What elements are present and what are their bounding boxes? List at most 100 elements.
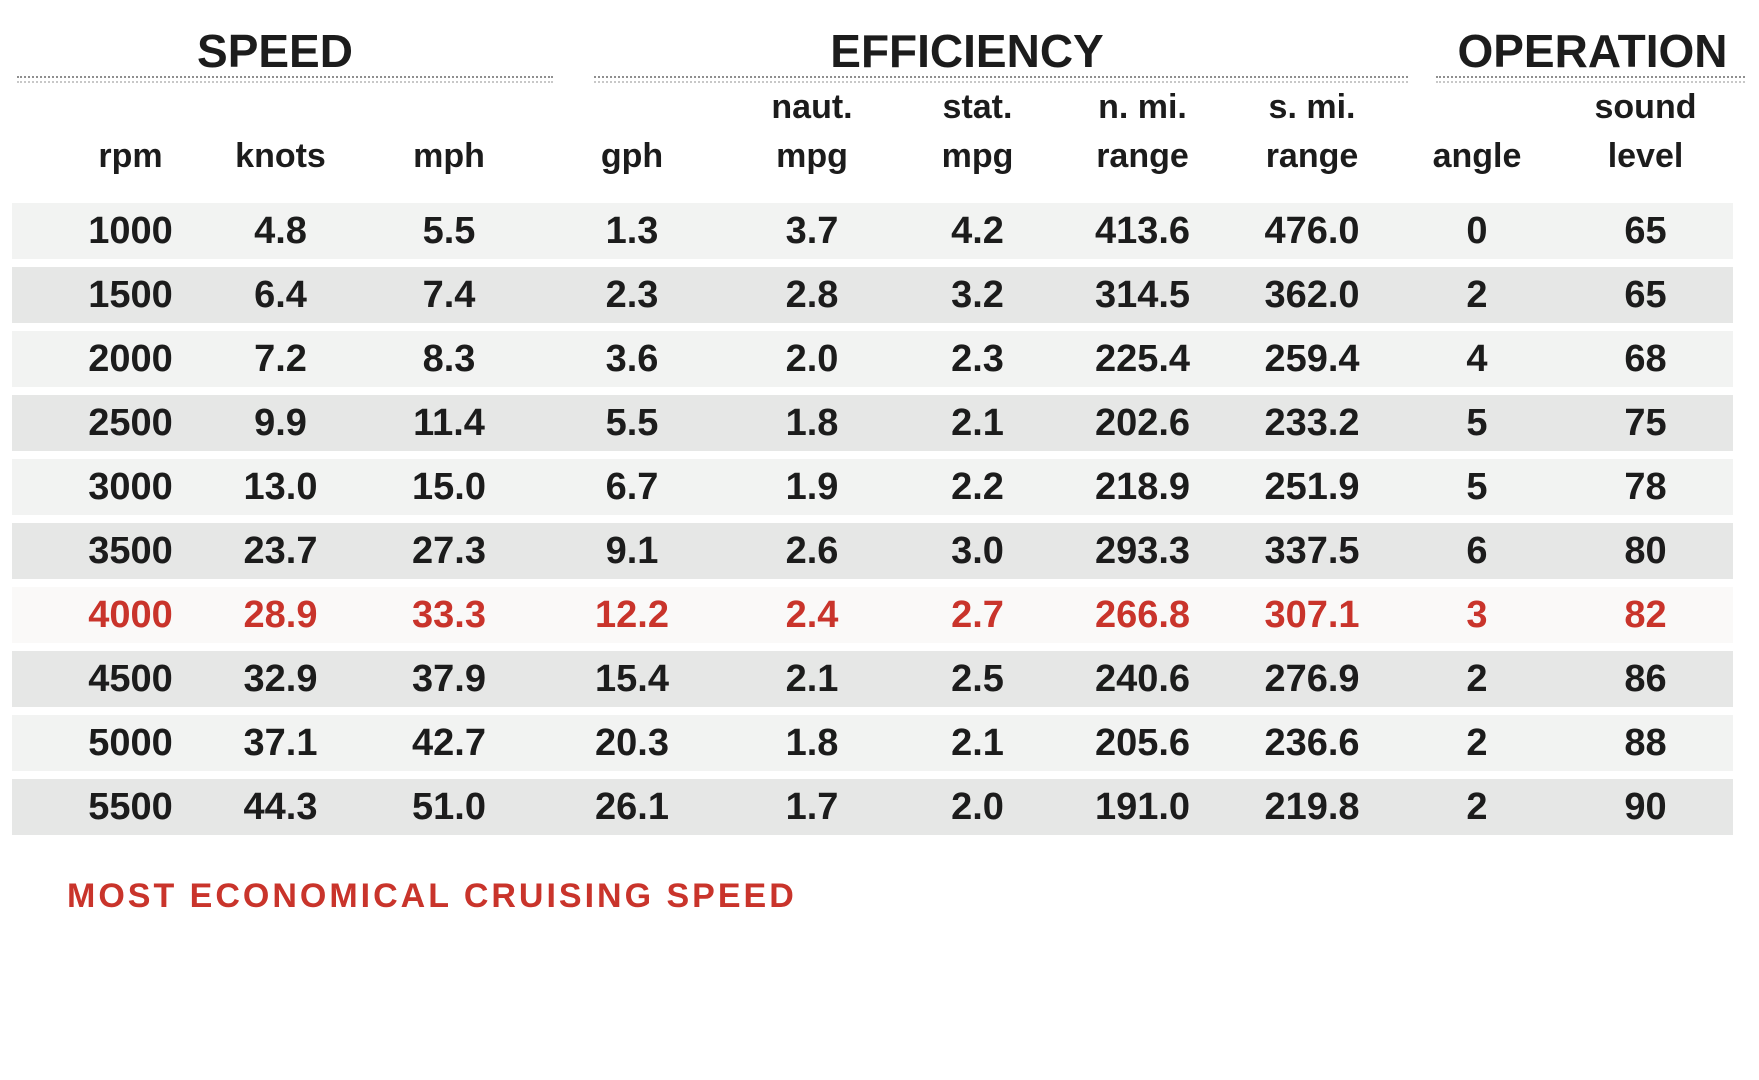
footnote-most-economical: MOST ECONOMICAL CRUISING SPEED (67, 877, 797, 915)
table-cell: 3.6 (605, 338, 659, 380)
table-cell: 75 (1624, 402, 1667, 444)
table-cell: 1000 (88, 210, 173, 252)
table-cell: 5.5 (422, 210, 476, 252)
column-header-stat: stat. (942, 88, 1013, 126)
table-cell: 42.7 (412, 722, 486, 764)
table-cell: 413.6 (1094, 210, 1191, 252)
table-cell: 1500 (88, 274, 173, 316)
table-cell: 293.3 (1094, 530, 1191, 572)
table-cell: 307.1 (1264, 594, 1360, 636)
section-efficiency: EFFICIENCY (538, 25, 1408, 85)
column-header-naut: naut. (771, 88, 853, 126)
table-cell: 2 (1466, 722, 1488, 764)
table-cell: 82 (1624, 594, 1667, 636)
section-title-efficiency: EFFICIENCY (830, 25, 1104, 77)
table-cell: 2.0 (951, 786, 1004, 828)
column-header-naut-mpg: mpg (776, 137, 848, 175)
table-cell: 1.3 (605, 210, 659, 252)
table-cell: 266.8 (1094, 594, 1191, 636)
table-cell: 90 (1624, 786, 1667, 828)
column-header-n-mi: n. mi. (1098, 88, 1187, 126)
table-row: 5000 37.1 42.7 20.3 1.8 2.1 205.6 236.6 … (12, 715, 1733, 771)
column-header-mph: mph (413, 137, 485, 175)
table-cell: 7.4 (422, 274, 476, 316)
table-cell: 2 (1466, 658, 1488, 700)
table-cell: 23.7 (243, 530, 318, 572)
table-cell: 37.9 (412, 658, 486, 700)
table-cell: 205.6 (1094, 722, 1191, 764)
table-cell: 4500 (88, 658, 173, 700)
table-cell: 2 (1466, 274, 1488, 316)
table-cell: 8.3 (422, 338, 476, 380)
section-operation: OPERATION (1396, 25, 1745, 85)
table-row: 2000 7.2 8.3 3.6 2.0 2.3 225.4 259.4 4 6… (12, 331, 1733, 387)
table-cell: 1.8 (785, 722, 839, 764)
table-row: 2500 9.9 11.4 5.5 1.8 2.1 202.6 233.2 5 … (12, 395, 1733, 451)
table-row-highlighted: 4000 28.9 33.3 12.2 2.4 2.7 266.8 307.1 … (12, 587, 1733, 643)
table-cell: 218.9 (1094, 466, 1191, 508)
table-cell: 4 (1466, 338, 1488, 380)
table-cell: 5.5 (605, 402, 659, 444)
table-cell: 2.1 (951, 402, 1004, 444)
table-cell: 3000 (88, 466, 173, 508)
table-cell: 2.3 (605, 274, 659, 316)
table-cell: 2.6 (785, 530, 839, 572)
table-cell: 4000 (88, 594, 173, 636)
section-title-operation: OPERATION (1457, 25, 1728, 77)
table-cell: 65 (1624, 274, 1667, 316)
table-cell: 6.4 (254, 274, 307, 316)
table-cell: 476.0 (1264, 210, 1360, 252)
table-cell: 3.0 (951, 530, 1004, 572)
table-cell: 1.7 (785, 786, 839, 828)
column-header-knots: knots (235, 137, 326, 175)
table-cell: 2.5 (951, 658, 1004, 700)
table-cell: 78 (1624, 466, 1667, 508)
table-cell: 276.9 (1264, 658, 1360, 700)
table-cell: 6.7 (605, 466, 659, 508)
table-cell: 33.3 (412, 594, 486, 636)
table-cell: 12.2 (595, 594, 669, 636)
table-cell: 5000 (88, 722, 173, 764)
table-cell: 15.4 (595, 658, 669, 700)
table-cell: 2.4 (785, 594, 839, 636)
table-cell: 4.8 (254, 210, 307, 252)
table-cell: 314.5 (1094, 274, 1191, 316)
section-speed: SPEED (12, 25, 553, 85)
column-header-s-mi-range: range (1265, 137, 1359, 175)
table-cell: 3.7 (785, 210, 839, 252)
table-cell: 88 (1624, 722, 1667, 764)
table-cell: 236.6 (1264, 722, 1360, 764)
table-cell: 5500 (88, 786, 173, 828)
table-cell: 11.4 (413, 402, 485, 444)
table-row: 4500 32.9 37.9 15.4 2.1 2.5 240.6 276.9 … (12, 651, 1733, 707)
table-cell: 6 (1466, 530, 1488, 572)
table-cell: 251.9 (1264, 466, 1360, 508)
section-title-speed: SPEED (197, 25, 353, 77)
table-cell: 86 (1624, 658, 1667, 700)
column-header-rpm: rpm (98, 137, 163, 175)
table-cell: 2.1 (785, 658, 839, 700)
table-cell: 2 (1466, 786, 1488, 828)
dotted-rule-efficiency (594, 76, 1408, 85)
table-cell: 9.9 (254, 402, 307, 444)
table-cell: 219.8 (1264, 786, 1360, 828)
table-cell: 7.2 (254, 338, 307, 380)
table-cell: 65 (1624, 210, 1667, 252)
table-cell: 27.3 (412, 530, 486, 572)
column-header-sound-level: level (1607, 137, 1684, 175)
table-cell: 337.5 (1264, 530, 1360, 572)
table-row: 1000 4.8 5.5 1.3 3.7 4.2 413.6 476.0 0 6… (12, 203, 1733, 259)
table-cell: 9.1 (605, 530, 659, 572)
table-cell: 259.4 (1264, 338, 1360, 380)
table-cell: 202.6 (1094, 402, 1191, 444)
table-cell: 2500 (88, 402, 173, 444)
table-row: 3500 23.7 27.3 9.1 2.6 3.0 293.3 337.5 6… (12, 523, 1733, 579)
table-cell: 3.2 (951, 274, 1004, 316)
table-row: 1500 6.4 7.4 2.3 2.8 3.2 314.5 362.0 2 6… (12, 267, 1733, 323)
table-cell: 2.7 (951, 594, 1004, 636)
table-cell: 2.3 (951, 338, 1004, 380)
column-header-stat-mpg: mpg (941, 137, 1014, 175)
column-header-s-mi: s. mi. (1268, 88, 1356, 126)
table-cell: 2.8 (785, 274, 839, 316)
